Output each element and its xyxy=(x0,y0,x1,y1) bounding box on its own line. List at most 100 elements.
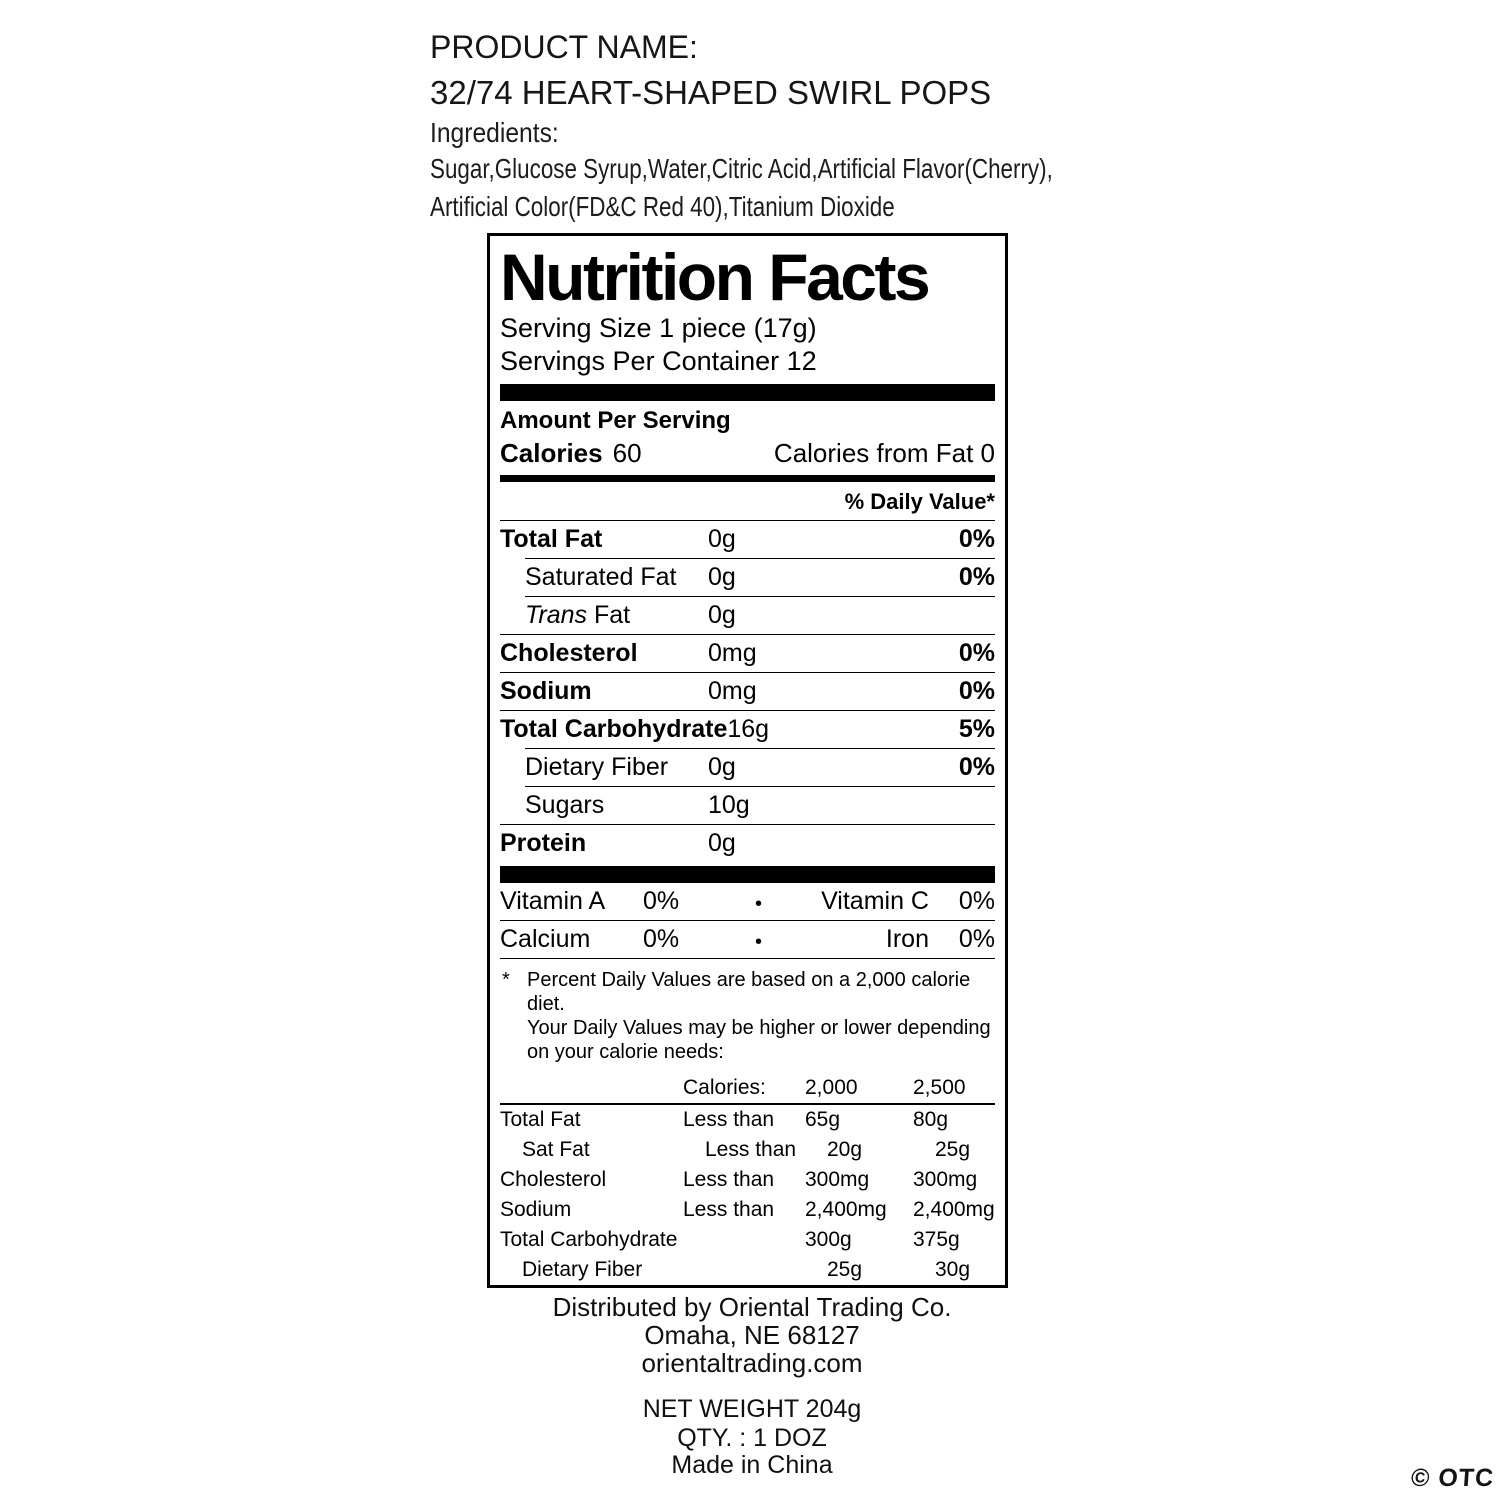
country-of-origin: Made in China xyxy=(671,1451,833,1479)
calcium-label: Calcium xyxy=(500,925,591,953)
serving-size: Serving Size 1 piece (17g) xyxy=(500,313,817,343)
bullet-separator-icon: • xyxy=(755,893,763,915)
dv-row-label: Total Carbohydrate xyxy=(500,1228,678,1251)
dv-table-header: Calories: 2,000 2,500 xyxy=(500,1073,995,1105)
nutrition-facts-panel: Nutrition Facts Serving Size 1 piece (17… xyxy=(487,233,1008,1288)
quantity: QTY. : 1 DOZ xyxy=(677,1424,827,1452)
nutrient-row-cholesterol: Cholesterol 0mg 0% xyxy=(500,634,995,672)
iron-label: Iron xyxy=(885,925,929,953)
package-info: NET WEIGHT 204g QTY. : 1 DOZ Made in Chi… xyxy=(2,1394,1500,1479)
calories-label: Calories xyxy=(500,438,603,468)
ingredients-line-1: Sugar,Glucose Syrup,Water,Citric Acid,Ar… xyxy=(430,153,1053,184)
nutrient-row-total-fat: Total Fat 0g 0% xyxy=(500,520,995,558)
dv-row-qualifier xyxy=(705,1255,827,1285)
nutrient-name: Total Fat xyxy=(500,525,603,553)
separator-bar-thick-bottom xyxy=(500,866,995,883)
nutrient-dv: 5% xyxy=(958,715,995,743)
nutrient-amount: 16g xyxy=(727,715,770,743)
dv-table-row-total-carbohydrate: Total Carbohydrate 300g 375g xyxy=(500,1225,995,1255)
footnote-line-1: Percent Daily Values are based on a 2,00… xyxy=(527,969,971,1015)
dv-row-label: Cholesterol xyxy=(500,1168,607,1191)
dv-row-qualifier: Less than xyxy=(705,1138,797,1161)
dv-row-qualifier: Less than xyxy=(683,1198,775,1221)
dv-row-2500: 2,400mg xyxy=(913,1198,995,1221)
nutrient-name: Trans Fat xyxy=(525,602,708,629)
nutrient-amount: 0g xyxy=(708,829,736,857)
trans-rest: Fat xyxy=(587,601,631,629)
dv-header-2000: 2,000 xyxy=(805,1076,858,1099)
dv-row-2000: 300g xyxy=(805,1228,852,1251)
nutrient-name: Total Carbohydrate xyxy=(500,715,728,743)
calories-left: Calories 60 xyxy=(500,436,642,470)
micronutrient-row-vitamins: Vitamin A 0% • Vitamin C 0% xyxy=(500,883,995,920)
nutrient-row-dietary-fiber: Dietary Fiber 0g 0% xyxy=(525,748,995,786)
dv-row-qualifier: Less than xyxy=(683,1168,775,1191)
nutrient-amount: 0mg xyxy=(708,639,757,667)
dv-row-qualifier: Less than xyxy=(683,1108,775,1131)
dv-row-2500: 30g xyxy=(935,1258,971,1281)
dv-header-spacer xyxy=(500,1073,683,1103)
nutrient-amount: 0g xyxy=(708,753,736,781)
dv-row-label: Sat Fat xyxy=(522,1138,590,1161)
dv-row-2500: 25g xyxy=(935,1138,971,1161)
nutrient-dv: 0% xyxy=(958,639,995,667)
nutrient-name: Sodium xyxy=(500,677,592,705)
vitamin-c-label: Vitamin C xyxy=(821,887,929,915)
dv-row-label: Sodium xyxy=(500,1198,572,1221)
nutrient-row-protein: Protein 0g xyxy=(500,824,995,862)
daily-value-footnote: * Percent Daily Values are based on a 2,… xyxy=(500,958,995,1064)
dv-header-2500: 2,500 xyxy=(913,1076,966,1099)
footnote-line-3: on your calorie needs: xyxy=(527,1041,724,1063)
product-name: 32/74 HEART-SHAPED SWIRL POPS xyxy=(430,74,992,111)
nutrient-dv: 0% xyxy=(958,525,995,553)
nutrient-name: Dietary Fiber xyxy=(525,753,669,781)
micronutrient-row-minerals: Calcium 0% • Iron 0% xyxy=(500,920,995,958)
vitamin-a-label: Vitamin A xyxy=(500,887,606,915)
footnote-text: Percent Daily Values are based on a 2,00… xyxy=(527,968,995,1064)
dv-row-2000: 25g xyxy=(827,1258,863,1281)
otc-watermark: © OTC xyxy=(1409,1464,1496,1492)
dv-table-row-sat-fat: Sat Fat Less than 20g 25g xyxy=(500,1135,995,1165)
nutrient-row-sodium: Sodium 0mg 0% xyxy=(500,672,995,710)
nutrient-name: Saturated Fat xyxy=(525,563,677,591)
calories-value: 60 xyxy=(612,438,642,468)
distributor-line-1: Distributed by Oriental Trading Co. xyxy=(552,1292,952,1322)
daily-value-header: % Daily Value* xyxy=(844,489,995,514)
dv-table-row-total-fat: Total Fat Less than 65g 80g xyxy=(500,1105,995,1135)
ingredients-line-2: Artificial Color(FD&C Red 40),Titanium D… xyxy=(430,191,895,222)
vitamin-c-value: 0% xyxy=(958,887,995,915)
trans-italic: Trans xyxy=(525,601,588,629)
nutrition-facts-title: Nutrition Facts xyxy=(500,240,931,314)
dv-table-row-dietary-fiber: Dietary Fiber 25g 30g xyxy=(500,1255,995,1285)
distributor-line-2: Omaha, NE 68127 xyxy=(644,1320,860,1350)
nutrient-row-saturated-fat: Saturated Fat 0g 0% xyxy=(525,558,995,596)
dv-row-2000: 2,400mg xyxy=(805,1198,887,1221)
distributor-line-3: orientaltrading.com xyxy=(641,1348,863,1378)
ingredients-label: Ingredients: xyxy=(430,117,559,148)
calories-from-fat: Calories from Fat 0 xyxy=(773,438,995,468)
nutrient-row-sugars: Sugars 10g xyxy=(525,786,995,824)
nutrient-amount: 0mg xyxy=(708,677,757,705)
calories-row: Calories 60 Calories from Fat 0 xyxy=(500,436,995,470)
product-header: PRODUCT NAME: 32/74 HEART-SHAPED SWIRL P… xyxy=(430,24,1209,226)
nutrient-name: Protein xyxy=(500,829,587,857)
nutrient-amount: 0g xyxy=(708,563,736,591)
footnote-asterisk: * xyxy=(502,969,510,991)
nutrient-name: Sugars xyxy=(525,791,605,819)
dv-row-2500: 80g xyxy=(913,1108,949,1131)
footnote-line-2: Your Daily Values may be higher or lower… xyxy=(527,1017,991,1039)
nutrient-dv: 0% xyxy=(958,563,995,591)
bullet-separator-icon: • xyxy=(755,931,763,953)
dv-row-2500: 375g xyxy=(913,1228,960,1251)
nutrient-row-trans-fat: Trans Fat 0g xyxy=(525,596,995,634)
servings-per-container: Servings Per Container 12 xyxy=(500,346,817,376)
net-weight: NET WEIGHT 204g xyxy=(642,1395,862,1423)
nutrient-amount: 0g xyxy=(708,525,736,553)
nutrient-amount: 10g xyxy=(708,791,750,819)
amount-per-serving-label: Amount Per Serving xyxy=(500,407,731,434)
dv-header-calories: Calories: xyxy=(683,1076,766,1099)
calcium-value: 0% xyxy=(643,925,680,953)
dv-row-label: Total Fat xyxy=(500,1108,581,1131)
footer-block: Distributed by Oriental Trading Co. Omah… xyxy=(2,1293,1500,1479)
dv-row-label: Dietary Fiber xyxy=(522,1258,643,1281)
